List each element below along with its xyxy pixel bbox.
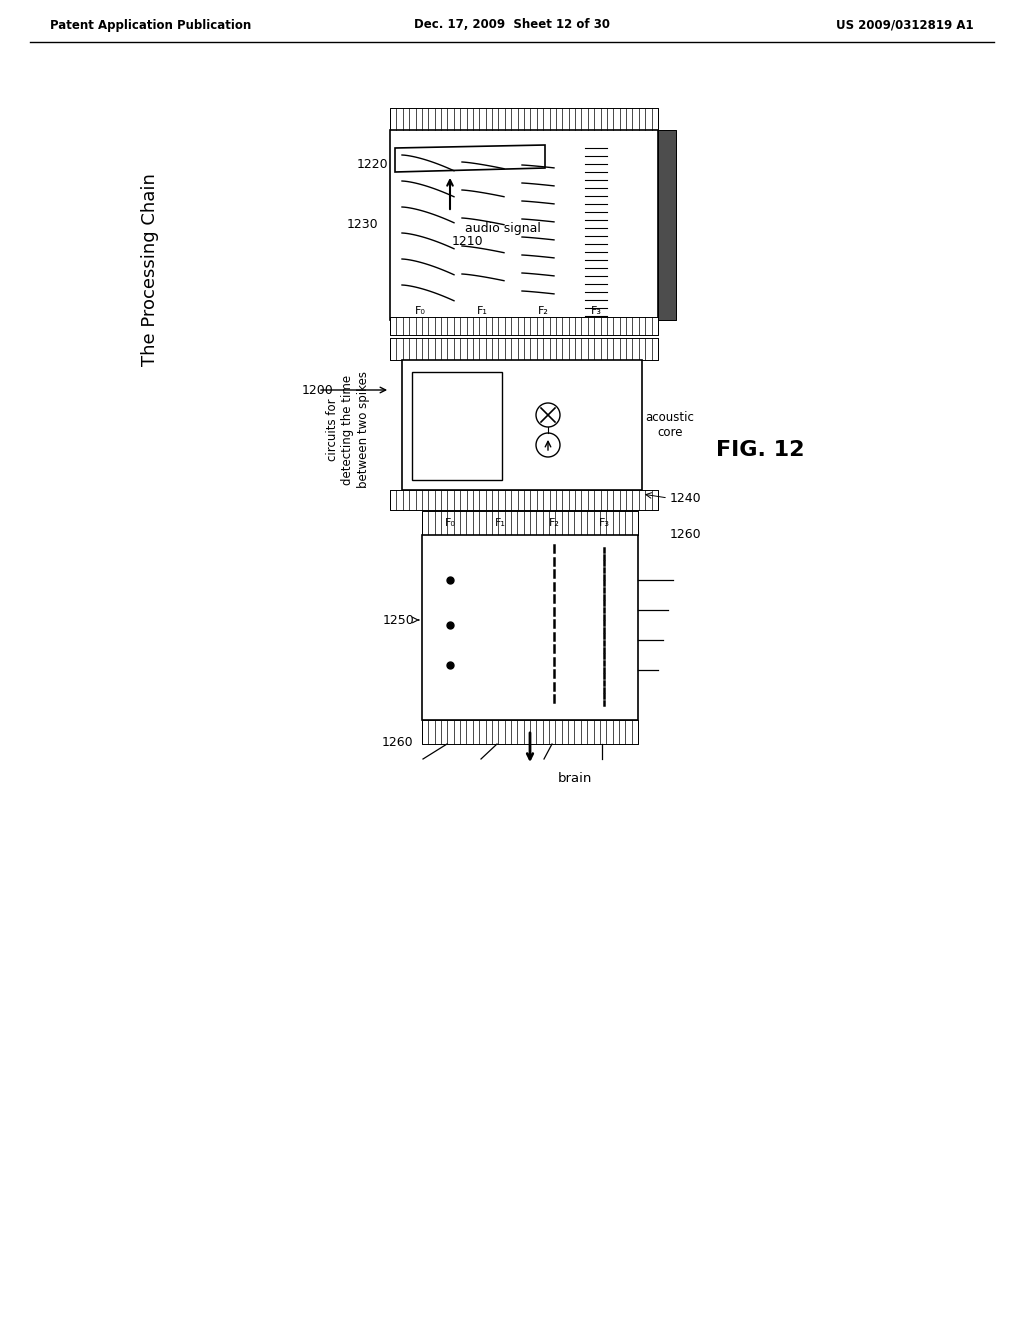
Text: audio signal: audio signal bbox=[465, 222, 541, 235]
Bar bbox=[412, 372, 502, 480]
Bar bbox=[422, 719, 638, 744]
Text: F₂: F₂ bbox=[538, 306, 549, 315]
Text: detection
circuits: detection circuits bbox=[432, 392, 481, 413]
Circle shape bbox=[536, 433, 560, 457]
Text: 1250: 1250 bbox=[382, 614, 414, 627]
Text: basilar membrane: basilar membrane bbox=[422, 152, 518, 165]
Text: 1240: 1240 bbox=[670, 491, 701, 504]
Polygon shape bbox=[395, 145, 545, 172]
Bar bbox=[390, 490, 658, 510]
Text: FIG. 12: FIG. 12 bbox=[716, 440, 804, 459]
Bar bbox=[422, 535, 638, 719]
Text: 1260: 1260 bbox=[381, 737, 413, 750]
Text: acoustic
core: acoustic core bbox=[645, 411, 694, 440]
Text: circuits for
detecting the time
between two spikes: circuits for detecting the time between … bbox=[327, 371, 370, 488]
Text: F₀: F₀ bbox=[444, 517, 456, 528]
Text: 1220: 1220 bbox=[356, 158, 388, 172]
Text: 1200: 1200 bbox=[302, 384, 334, 396]
Bar bbox=[390, 338, 658, 360]
Text: F₂: F₂ bbox=[549, 517, 559, 528]
Text: US 2009/0312819 A1: US 2009/0312819 A1 bbox=[837, 18, 974, 32]
Text: F₁: F₁ bbox=[495, 517, 506, 528]
Bar bbox=[390, 129, 658, 319]
Text: F₃: F₃ bbox=[598, 517, 609, 528]
Text: 1210: 1210 bbox=[452, 235, 483, 248]
Text: brain: brain bbox=[558, 771, 592, 784]
Text: F₃: F₃ bbox=[591, 306, 601, 315]
Bar bbox=[658, 129, 676, 319]
Text: 1230: 1230 bbox=[346, 219, 378, 231]
Text: Dec. 17, 2009  Sheet 12 of 30: Dec. 17, 2009 Sheet 12 of 30 bbox=[414, 18, 610, 32]
Text: Patent Application Publication: Patent Application Publication bbox=[50, 18, 251, 32]
Text: The Processing Chain: The Processing Chain bbox=[141, 173, 159, 367]
Bar bbox=[402, 360, 642, 490]
Text: F₀: F₀ bbox=[415, 306, 425, 315]
Text: F₁: F₁ bbox=[476, 306, 487, 315]
Text: 1260: 1260 bbox=[670, 528, 701, 540]
Bar bbox=[390, 317, 658, 335]
Bar bbox=[390, 108, 658, 129]
Bar bbox=[422, 511, 638, 535]
Circle shape bbox=[536, 403, 560, 426]
